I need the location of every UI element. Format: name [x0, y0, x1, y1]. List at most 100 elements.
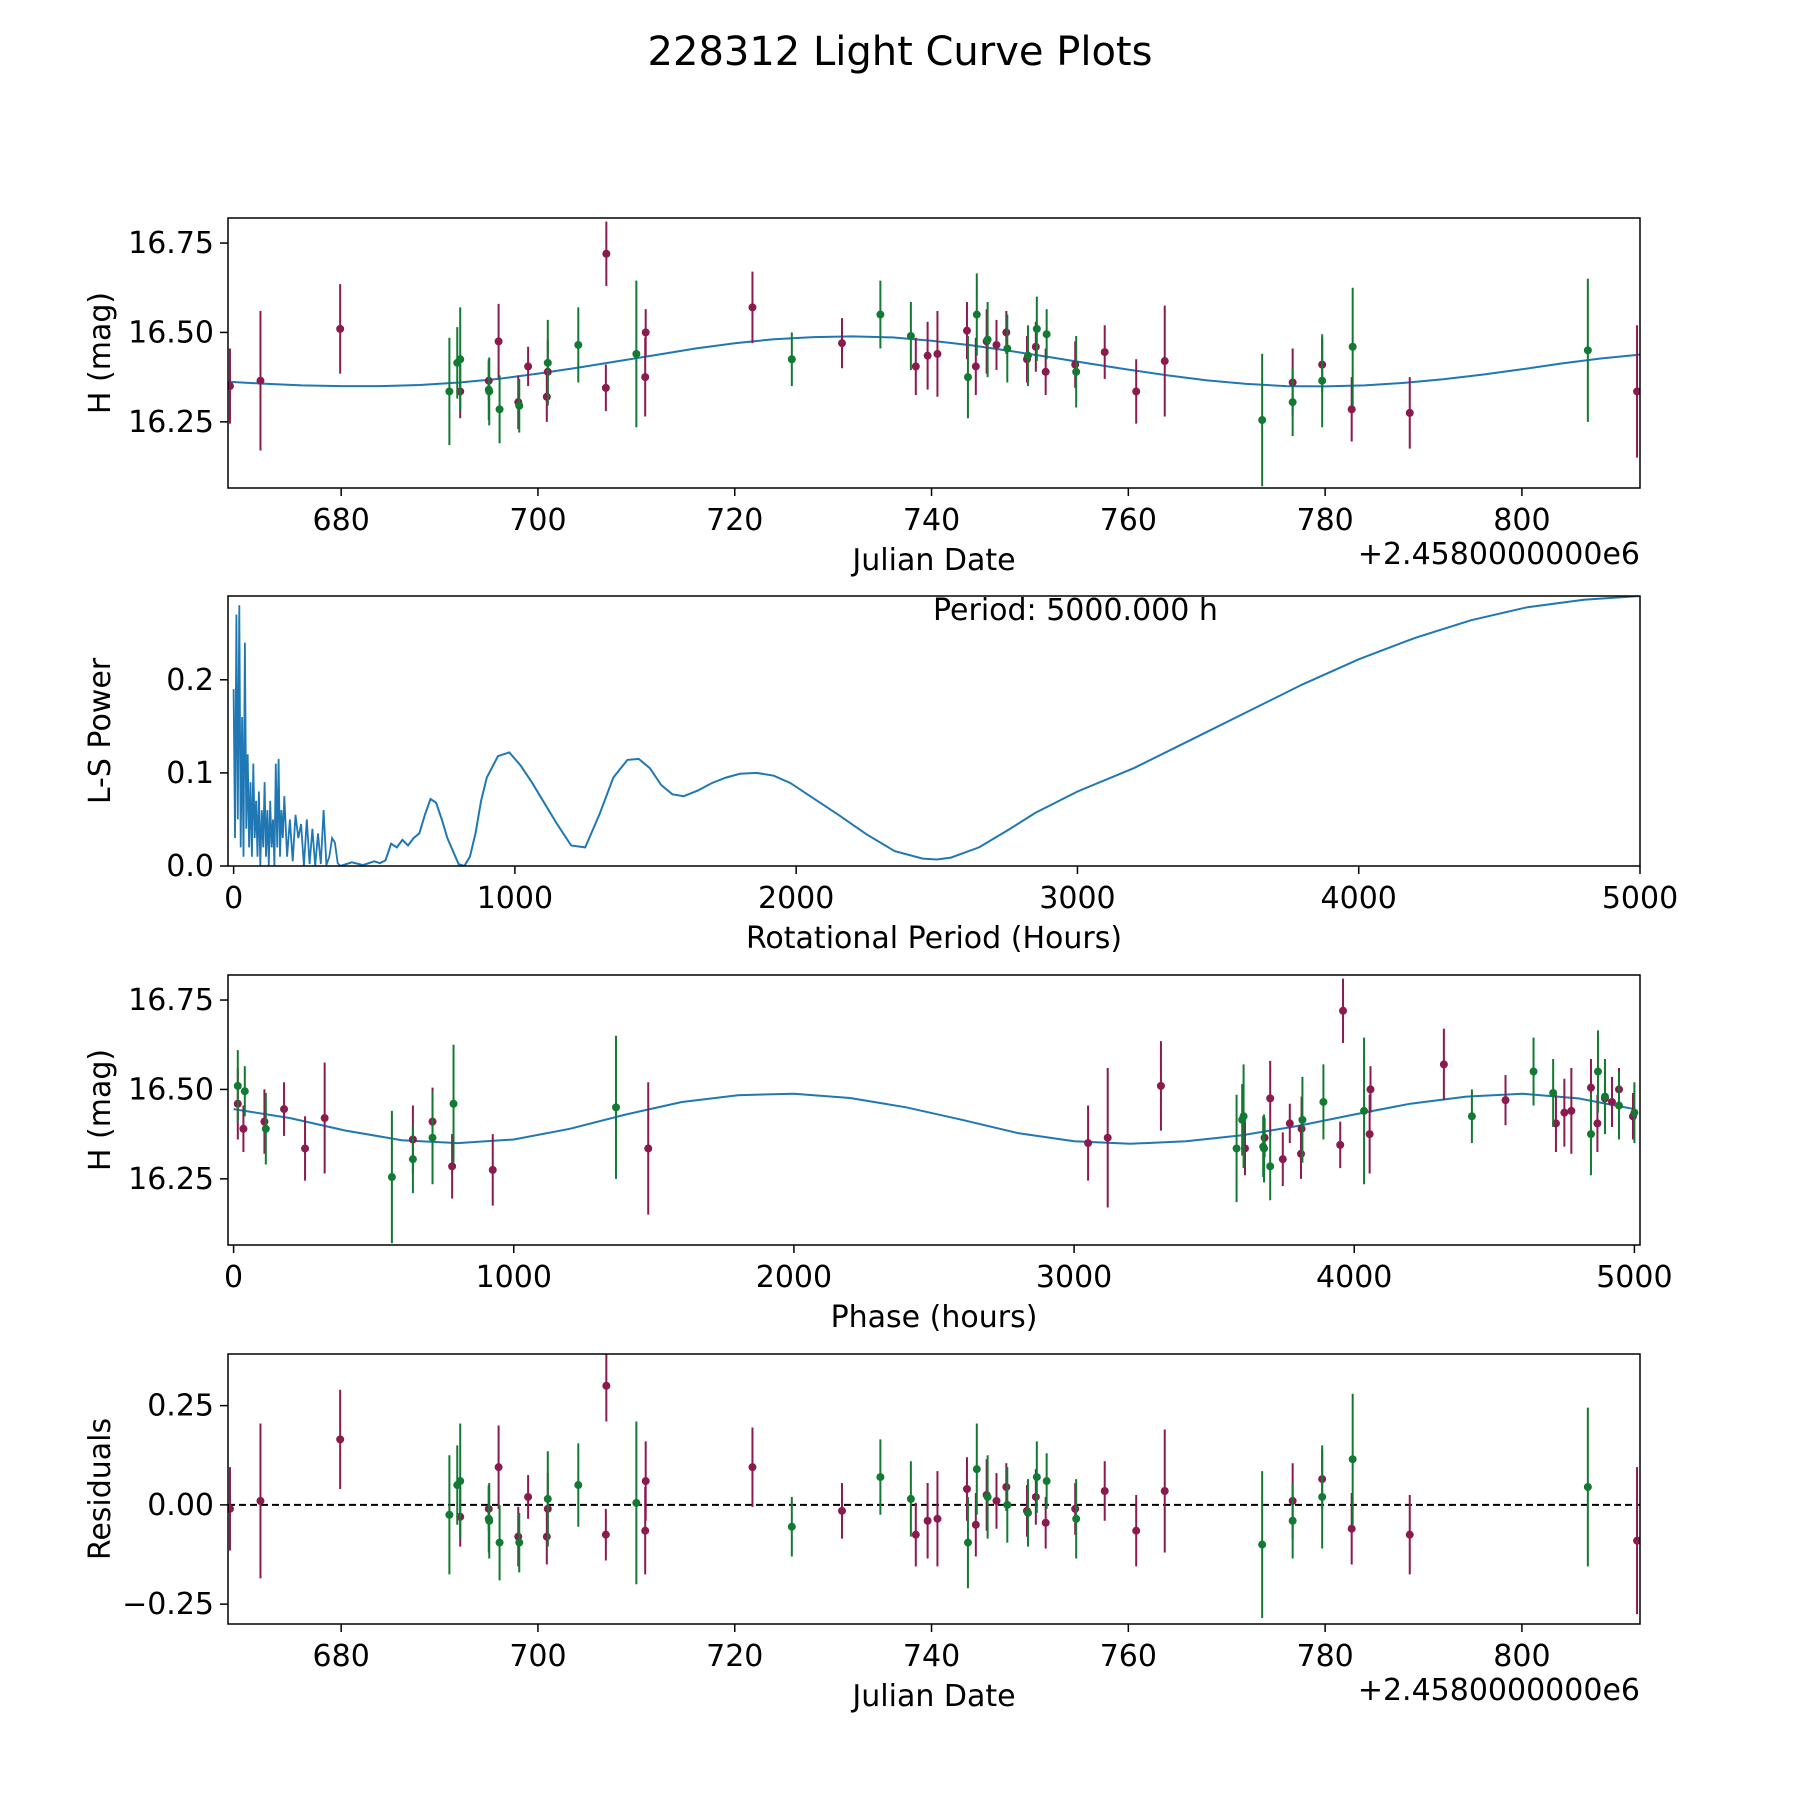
data-point: [602, 1381, 611, 1390]
x-tick-label: 0: [224, 1260, 243, 1295]
data-point: [1339, 1006, 1348, 1015]
data-point: [1560, 1108, 1569, 1117]
data-point: [1347, 1524, 1356, 1533]
data-point: [336, 324, 345, 333]
data-point: [301, 1144, 310, 1153]
x-tick-label: 780: [1296, 503, 1353, 538]
data-point: [1365, 1130, 1374, 1139]
plot-area: [232, 596, 1640, 866]
data-point: [602, 249, 611, 258]
fit-curve: [233, 1092, 1635, 1145]
x-tick-label: 4000: [1321, 881, 1397, 916]
plot-area: [228, 1354, 1640, 1619]
data-point: [983, 1492, 992, 1501]
data-point: [449, 1099, 458, 1108]
x-tick-label: 780: [1296, 1639, 1353, 1674]
data-point: [1132, 1526, 1141, 1535]
data-point: [1405, 1530, 1414, 1539]
x-tick-label: 1000: [477, 881, 553, 916]
data-point: [488, 1165, 497, 1174]
x-tick-label: 720: [706, 503, 763, 538]
series-green: [233, 1030, 1639, 1244]
periodogram-line: [340, 596, 1640, 866]
data-point: [923, 1516, 932, 1525]
data-point: [1132, 387, 1141, 396]
data-point: [1607, 1097, 1616, 1106]
y-tick-label: 0.0: [166, 849, 214, 884]
data-point: [1278, 1155, 1287, 1164]
data-point: [1529, 1067, 1538, 1076]
data-point: [1288, 1516, 1297, 1525]
x-tick-label: 760: [1100, 1639, 1157, 1674]
data-point: [1633, 387, 1640, 396]
data-point: [1285, 1119, 1294, 1128]
data-point: [1600, 1092, 1609, 1101]
data-point: [787, 355, 796, 364]
data-point: [1405, 408, 1414, 417]
data-point: [1288, 398, 1297, 407]
data-point: [911, 362, 920, 371]
data-point: [787, 1522, 796, 1531]
data-point: [1360, 1106, 1369, 1115]
data-point: [1041, 367, 1050, 376]
data-point: [1318, 376, 1327, 385]
data-point: [911, 1530, 920, 1539]
data-point: [485, 1516, 494, 1525]
x-tick-label: 700: [509, 1639, 566, 1674]
data-point: [641, 1477, 650, 1486]
data-point: [906, 1494, 915, 1503]
data-point: [233, 1081, 242, 1090]
data-point: [1467, 1112, 1476, 1121]
data-point: [256, 1496, 265, 1505]
data-point: [1501, 1096, 1510, 1105]
series-green: [445, 273, 1592, 487]
y-axis-label: Residuals: [83, 1418, 118, 1560]
x-tick-label: 700: [509, 503, 566, 538]
data-point: [1266, 1094, 1275, 1103]
data-point: [1593, 1119, 1602, 1128]
data-point: [1084, 1139, 1093, 1148]
y-axis-label: H (mag): [83, 292, 118, 414]
data-point: [748, 1463, 757, 1472]
data-point: [876, 1473, 885, 1482]
data-point: [1266, 1162, 1275, 1171]
data-point: [1348, 342, 1357, 351]
data-point: [963, 1538, 972, 1547]
data-point: [456, 355, 465, 364]
data-point: [524, 362, 533, 371]
x-axis-label: Julian Date: [850, 543, 1015, 578]
data-point: [1586, 1130, 1595, 1139]
data-point: [1348, 1455, 1357, 1464]
data-point: [494, 1463, 503, 1472]
data-point: [524, 1492, 533, 1501]
data-point: [485, 387, 494, 396]
axes-frame: [227, 595, 1641, 867]
data-point: [1072, 1514, 1081, 1523]
data-point: [748, 303, 757, 312]
data-point: [574, 1481, 583, 1490]
data-point: [906, 332, 915, 341]
x-offset-label: +2.4580000000e6: [1358, 1673, 1640, 1708]
data-point: [1593, 1067, 1602, 1076]
data-point: [448, 1162, 457, 1171]
panel-phase-folded: 0 1000 2000 3000 4000 5000 16.25 16.50 16.75 Phas…: [83, 974, 1673, 1335]
data-point: [240, 1087, 249, 1096]
data-point: [1549, 1089, 1558, 1098]
data-point: [962, 326, 971, 335]
data-point: [837, 339, 846, 348]
data-point: [962, 1485, 971, 1493]
data-point: [445, 1510, 454, 1519]
data-point: [641, 1526, 650, 1535]
y-axis-label: L-S Power: [83, 657, 118, 804]
data-point: [320, 1114, 329, 1123]
data-point: [1041, 1518, 1050, 1527]
data-point: [1633, 1536, 1640, 1545]
data-point: [612, 1103, 621, 1112]
data-point: [574, 340, 583, 349]
data-point: [228, 382, 234, 391]
y-tick-label: 0.2: [166, 663, 214, 698]
series-green: [445, 1393, 1592, 1619]
y-tick-label: 0.25: [147, 1389, 214, 1424]
y-tick-label: −0.25: [122, 1587, 214, 1622]
